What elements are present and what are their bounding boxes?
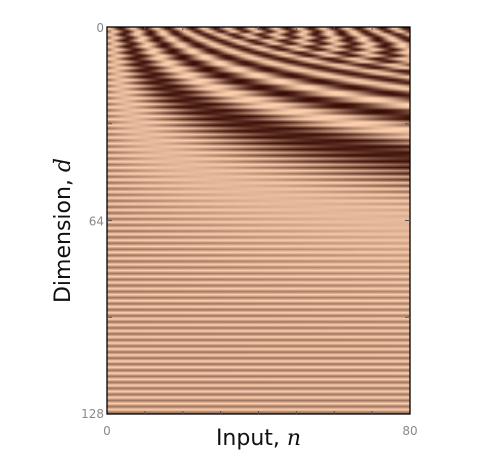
y-axis-label-text: Dimension, bbox=[51, 172, 76, 303]
y-tick-label-64: 64 bbox=[89, 215, 104, 229]
x-axis-label: Input, n bbox=[216, 426, 301, 451]
heatmap-cells bbox=[107, 27, 410, 414]
heatmap-image bbox=[107, 27, 410, 414]
x-axis-label-text: Input, bbox=[216, 426, 287, 451]
tick-marks bbox=[107, 27, 410, 414]
y-tick-label-128: 128 bbox=[81, 407, 104, 421]
y-axis-label-variable: d bbox=[51, 158, 76, 172]
x-tick-label-80: 80 bbox=[402, 424, 417, 438]
y-axis-label: Dimension, d bbox=[51, 158, 76, 303]
x-axis-label-variable: n bbox=[287, 426, 301, 451]
y-tick-label-0: 0 bbox=[96, 21, 104, 35]
x-tick-label-0: 0 bbox=[103, 424, 111, 438]
